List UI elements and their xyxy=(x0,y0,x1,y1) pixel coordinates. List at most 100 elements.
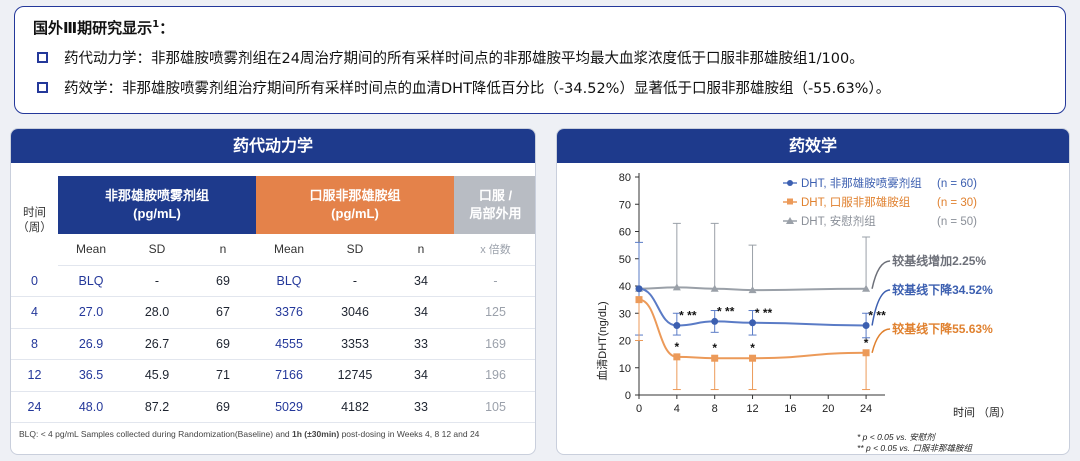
cell-time: 4 xyxy=(11,296,58,329)
summary-bullet-text: 药效学：非那雄胺喷雾剂组治疗期间所有采样时间点的血清DHT降低百分比（-34.5… xyxy=(64,81,891,97)
legend-marker xyxy=(787,180,793,186)
legend-marker xyxy=(786,217,794,224)
spray-point xyxy=(862,322,870,330)
y-tick-label: 10 xyxy=(619,363,631,375)
legend-marker xyxy=(787,198,793,205)
pk-table: 时间 （周） 非那雄胺喷雾剂组 (pg/mL) 口服非那雄胺组 (pg/mL) … xyxy=(11,176,535,423)
spray-point xyxy=(635,285,643,293)
cell-spray-sd: 26.7 xyxy=(124,328,190,360)
pd-footnote-2: ** p < 0.05 vs. 口服非那雄胺组 xyxy=(857,443,974,453)
x-tick-label: 8 xyxy=(712,403,718,415)
x-tick-label: 12 xyxy=(746,403,758,415)
summary-title-text: 国外Ⅲ期研究显示 xyxy=(33,19,153,37)
placebo-point xyxy=(672,283,681,291)
ratio-group-line1: 口服 / xyxy=(478,188,513,203)
cell-spray-mean: 26.9 xyxy=(58,328,124,360)
oral-point xyxy=(635,296,643,304)
oral-callout-line xyxy=(871,328,891,353)
square-bullet-icon xyxy=(37,52,48,63)
table-row: 12 36.5 45.9 71 7166 12745 34 196 xyxy=(11,359,535,392)
table-row: 24 48.0 87.2 69 5029 4182 33 105 xyxy=(11,391,535,423)
table-row: 8 26.9 26.7 69 4555 3353 33 169 xyxy=(11,328,535,360)
time-column-header: 时间 （周） xyxy=(11,176,58,265)
cell-oral-n: 34 xyxy=(388,359,454,392)
y-tick-label: 30 xyxy=(619,308,631,320)
cell-oral-n: 33 xyxy=(388,328,454,360)
cell-ratio: - xyxy=(454,265,535,297)
summary-bullet-text: 药代动力学：非那雄胺喷雾剂组在24周治疗期间的所有采样时间点的非那雄胺平均最大血… xyxy=(64,51,864,67)
cell-oral-sd: 3353 xyxy=(322,328,388,360)
spray-group-unit: (pg/mL) xyxy=(133,206,181,221)
cell-time: 0 xyxy=(11,265,58,297)
placebo-point xyxy=(862,284,871,292)
cell-ratio: 169 xyxy=(454,328,535,360)
pd-chart: 血清DHT(ng/dL) 时间 （周） * p < 0.05 vs. 安慰剂 *… xyxy=(595,172,1011,453)
x-tick-label: 20 xyxy=(822,403,834,415)
cell-spray-n: 69 xyxy=(190,328,256,360)
spray-callout-line xyxy=(871,289,891,326)
pk-footnote-tail: post-dosing in Weeks 4, 8 12 and 24 xyxy=(339,429,480,439)
ratio-group-line2: 局部外用 xyxy=(469,206,522,221)
spray-point xyxy=(749,319,757,327)
x-tick-label: 24 xyxy=(860,403,872,415)
summary-title-colon: ： xyxy=(159,19,175,37)
cell-oral-mean: 4555 xyxy=(256,328,322,360)
pk-footnote-bold: 1h (±30min) xyxy=(292,429,340,439)
cell-oral-n: 34 xyxy=(388,296,454,329)
summary-card: 国外Ⅲ期研究显示1： 药代动力学：非那雄胺喷雾剂组在24周治疗期间的所有采样时间… xyxy=(14,6,1066,114)
placebo-point xyxy=(710,284,719,292)
oral-point xyxy=(749,354,757,362)
cell-spray-sd: 45.9 xyxy=(124,359,190,392)
oral-change-annotation: 较基线下降55.63% xyxy=(892,321,993,336)
cell-oral-n: 33 xyxy=(388,391,454,423)
subheader-sd: SD xyxy=(322,234,388,266)
pk-group-header-row: 时间 （周） 非那雄胺喷雾剂组 (pg/mL) 口服非那雄胺组 (pg/mL) … xyxy=(11,176,535,265)
subheader-n: n xyxy=(388,234,454,266)
cell-oral-n: 34 xyxy=(388,265,454,297)
cell-oral-mean: 3376 xyxy=(256,296,322,329)
spray-group-name: 非那雄胺喷雾剂组 xyxy=(104,188,209,203)
cell-spray-sd: - xyxy=(124,265,190,297)
spray-point xyxy=(673,322,681,330)
cell-time: 24 xyxy=(11,391,58,423)
pk-subheader-row: Mean SD n Mean SD n x 倍数 xyxy=(11,234,535,266)
placebo-legend-n: (n = 50) xyxy=(937,216,977,228)
cell-oral-mean: BLQ xyxy=(256,265,322,297)
table-row: 0 BLQ - 69 BLQ - 34 - xyxy=(11,265,535,297)
cell-oral-sd: - xyxy=(322,265,388,297)
ratio-group-header: 口服 / 局部外用 xyxy=(454,176,535,234)
cell-spray-sd: 28.0 xyxy=(124,296,190,329)
cell-oral-sd: 4182 xyxy=(322,391,388,423)
cell-ratio: 196 xyxy=(454,359,535,392)
y-tick-label: 0 xyxy=(625,390,631,402)
placebo-point xyxy=(748,286,757,294)
significance-marker: * ** xyxy=(868,309,886,323)
cell-oral-sd: 12745 xyxy=(322,359,388,392)
placebo-callout-line xyxy=(871,260,891,289)
oral-point xyxy=(711,354,719,362)
placebo-series-line xyxy=(638,286,867,292)
y-tick-label: 70 xyxy=(619,199,631,211)
oral-legend-label: DHT, 口服非那雄胺组 xyxy=(801,195,911,209)
significance-marker: * ** xyxy=(755,306,773,320)
cell-oral-mean: 7166 xyxy=(256,359,322,392)
cell-spray-sd: 87.2 xyxy=(124,391,190,423)
pk-panel: 药代动力学 时间 （周） 非那雄胺喷雾剂组 (pg/mL) 口服非那雄胺组 (p… xyxy=(10,128,536,455)
cell-ratio: 125 xyxy=(454,296,535,329)
spray-change-annotation: 较基线下降34.52% xyxy=(892,282,993,297)
cell-spray-n: 69 xyxy=(190,265,256,297)
y-tick-label: 20 xyxy=(619,336,631,348)
time-header-line1: 时间 xyxy=(23,206,46,219)
y-tick-label: 60 xyxy=(619,227,631,239)
oral-group-unit: (pg/mL) xyxy=(331,206,379,221)
cell-oral-mean: 5029 xyxy=(256,391,322,423)
spray-legend-label: DHT, 非那雄胺喷雾剂组 xyxy=(801,176,922,190)
oral-legend-n: (n = 30) xyxy=(937,197,977,209)
oral-group-header: 口服非那雄胺组 (pg/mL) xyxy=(256,176,454,234)
cell-spray-n: 69 xyxy=(190,391,256,423)
cell-ratio: 105 xyxy=(454,391,535,423)
significance-marker: * xyxy=(712,341,717,355)
pd-panel: 药效学 血清DHT(ng/dL) 时间 （周） * p < 0.05 vs. 安… xyxy=(556,128,1070,455)
cell-spray-mean: BLQ xyxy=(58,265,124,297)
cell-time: 8 xyxy=(11,328,58,360)
